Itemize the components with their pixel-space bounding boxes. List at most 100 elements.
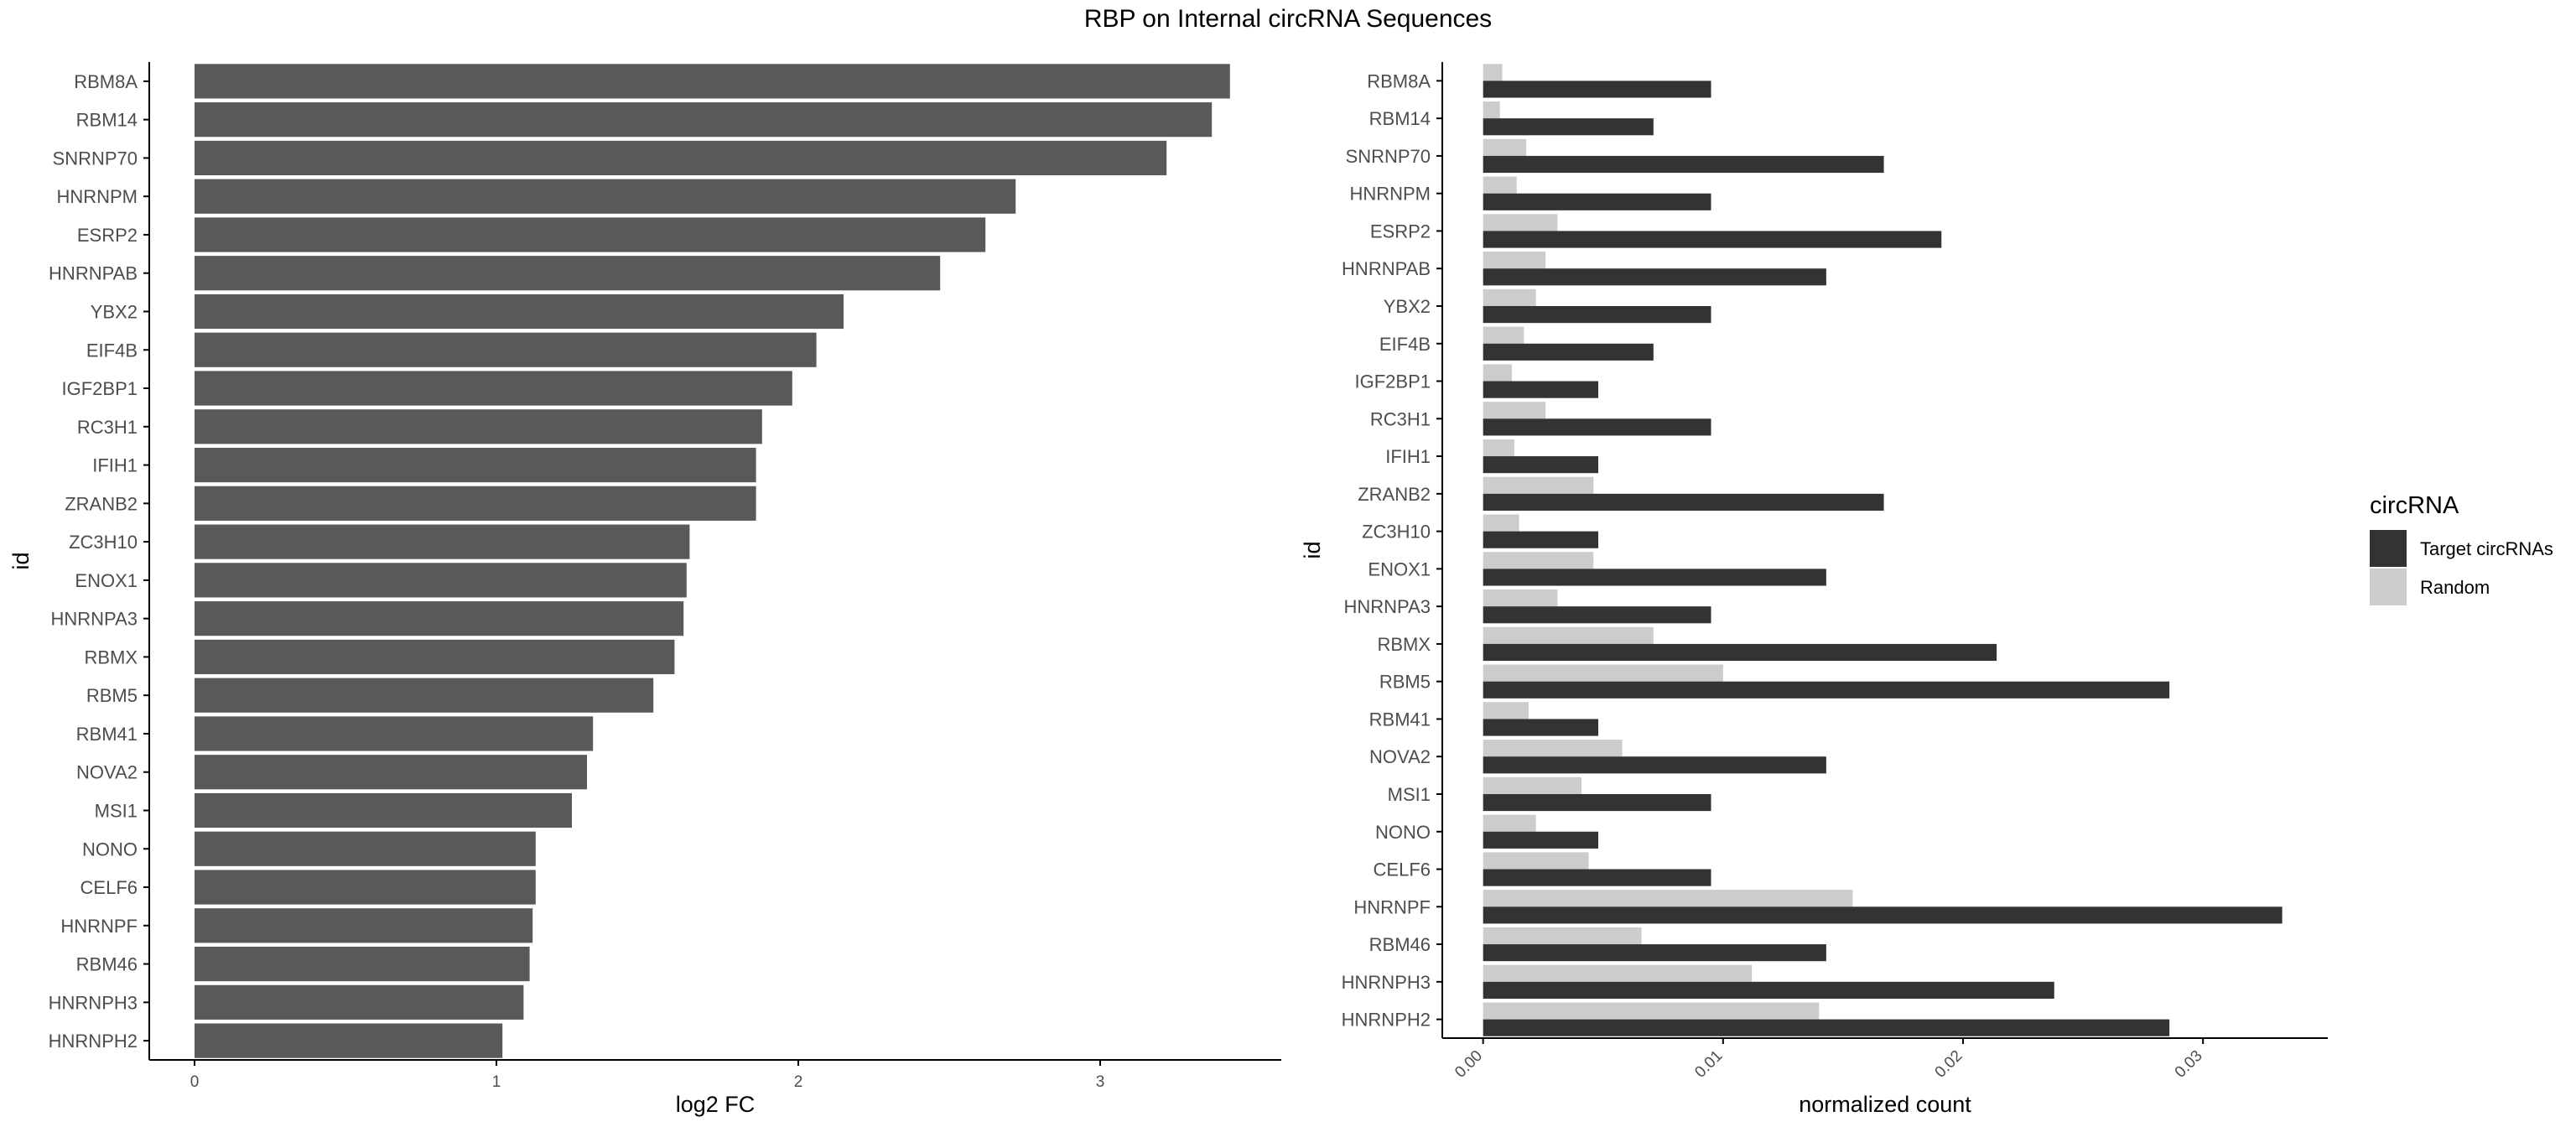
- y-tick-label: ENOX1: [1368, 558, 1431, 579]
- bar-random-esrp2: [1483, 214, 1558, 231]
- bar-rc3h1: [195, 409, 762, 444]
- y-tick-label: HNRNPF: [1353, 896, 1431, 917]
- legend-label-target: Target circRNAs: [2420, 538, 2553, 559]
- bar-random-hnrnpa3: [1483, 589, 1558, 607]
- bar-random-hnrnph2: [1483, 1002, 1820, 1020]
- left-y-axis-title: id: [8, 552, 34, 569]
- bar-ifih1: [195, 447, 756, 483]
- bar-random-eif4b: [1483, 326, 1524, 344]
- y-tick-label: MSI1: [1388, 784, 1431, 805]
- bar-random-zc3h10: [1483, 514, 1519, 532]
- right-y-tick-labels: RBM8A RBM14 SNRNP70 HNRNPM ESRP2 HNRNPAB YBX2 E…: [1342, 70, 1442, 1031]
- bar-igf2bp1: [195, 371, 792, 406]
- bar-hnrnpm: [195, 179, 1016, 214]
- y-tick-label: RBM14: [76, 110, 138, 131]
- y-tick-label: RBMX: [1377, 634, 1431, 655]
- bar-random-rbm46: [1483, 927, 1642, 945]
- y-tick-label: RBM46: [1369, 934, 1431, 955]
- bar-random-hnrnph3: [1483, 964, 1753, 982]
- x-tick-label: 1: [492, 1073, 501, 1091]
- y-tick-label: HNRNPA3: [1343, 596, 1431, 617]
- bar-random-rbmx: [1483, 626, 1654, 644]
- bar-rbmx: [195, 639, 675, 675]
- bar-target-esrp2: [1483, 231, 1942, 248]
- x-tick-label: 0.00: [1452, 1047, 1486, 1082]
- y-tick-label: HNRNPH2: [1342, 1010, 1431, 1031]
- bar-nono: [195, 831, 536, 866]
- chart-title: RBP on Internal circRNA Sequences: [1084, 5, 1492, 33]
- bar-nova2: [195, 755, 587, 790]
- y-tick-label: HNRNPH3: [49, 992, 138, 1013]
- log2fc-bars: [195, 64, 1230, 1058]
- bar-target-enox1: [1483, 569, 1826, 586]
- y-tick-label: ZRANB2: [65, 493, 138, 514]
- bar-rbm46: [195, 946, 530, 982]
- bar-eif4b: [195, 332, 817, 367]
- normalized-count-bar-chart: RBM8A RBM14 SNRNP70 HNRNPM ESRP2 HNRNPAB YBX2 E…: [1300, 62, 2328, 1117]
- y-tick-label: HNRNPM: [56, 186, 138, 207]
- right-x-ticks: 0.00 0.01 0.02 0.03: [1452, 1038, 2206, 1082]
- bar-rbm41: [195, 716, 594, 751]
- bar-target-rbm14: [1483, 118, 1654, 136]
- bar-target-zranb2: [1483, 493, 1884, 511]
- bar-target-snrnp70: [1483, 155, 1884, 174]
- y-tick-label: IFIH1: [92, 455, 138, 476]
- bar-random-enox1: [1483, 552, 1594, 569]
- x-tick-label: 0: [190, 1073, 200, 1091]
- bar-rbm14: [195, 102, 1213, 138]
- bar-random-nova2: [1483, 740, 1623, 757]
- y-tick-label: SNRNP70: [53, 148, 138, 169]
- bar-target-eif4b: [1483, 343, 1654, 361]
- bar-target-zc3h10: [1483, 531, 1599, 548]
- y-tick-label: HNRNPAB: [49, 263, 138, 284]
- bar-random-hnrnpm: [1483, 176, 1517, 194]
- legend-label-random: Random: [2420, 577, 2490, 598]
- bar-zc3h10: [195, 524, 690, 559]
- y-tick-label: SNRNP70: [1346, 146, 1431, 167]
- y-tick-label: RC3H1: [1370, 408, 1431, 429]
- y-tick-label: RBM46: [76, 954, 138, 975]
- y-tick-label: RBM5: [86, 685, 138, 706]
- y-tick-label: IGF2BP1: [62, 378, 138, 399]
- bar-random-hnrnpab: [1483, 252, 1546, 269]
- bar-hnrnpf: [195, 908, 533, 943]
- bar-target-celf6: [1483, 869, 1711, 886]
- y-tick-label: EIF4B: [86, 340, 138, 361]
- bar-random-igf2bp1: [1483, 364, 1512, 382]
- y-tick-label: HNRNPAB: [1342, 258, 1431, 279]
- y-tick-label: NOVA2: [1369, 746, 1431, 767]
- y-tick-label: RBM41: [76, 724, 138, 745]
- normalized-count-bars: [1483, 64, 2283, 1036]
- legend-title: circRNA: [2370, 492, 2459, 519]
- bar-random-msi1: [1483, 776, 1581, 794]
- bar-target-hnrnpa3: [1483, 606, 1711, 624]
- bar-zranb2: [195, 486, 756, 521]
- bar-random-ifih1: [1483, 439, 1514, 457]
- legend: circRNA Target circRNAs Random: [2370, 492, 2553, 605]
- bar-target-ifih1: [1483, 456, 1599, 474]
- y-tick-label: YBX2: [91, 302, 138, 323]
- bar-target-rbm8a: [1483, 80, 1711, 98]
- bar-enox1: [195, 563, 687, 598]
- bar-hnrnph2: [195, 1023, 503, 1058]
- y-tick-label: RBM41: [1369, 709, 1431, 730]
- left-x-axis-title: log2 FC: [676, 1092, 756, 1117]
- y-tick-label: RBM14: [1369, 108, 1431, 129]
- bar-celf6: [195, 870, 536, 905]
- y-tick-label: HNRNPM: [1349, 184, 1431, 205]
- y-tick-label: HNRNPA3: [50, 609, 138, 630]
- bar-target-hnrnph2: [1483, 1019, 2170, 1036]
- y-tick-label: ESRP2: [77, 225, 138, 246]
- y-tick-label: IGF2BP1: [1355, 371, 1431, 392]
- y-tick-label: NONO: [1375, 822, 1431, 843]
- y-tick-label: HNRNPF: [60, 916, 138, 937]
- y-tick-label: NOVA2: [76, 762, 138, 783]
- y-tick-label: CELF6: [80, 877, 138, 898]
- y-tick-label: HNRNPH3: [1342, 972, 1431, 993]
- x-tick-label: 2: [794, 1073, 803, 1091]
- y-tick-label: EIF4B: [1379, 334, 1431, 355]
- y-tick-label: RBMX: [84, 647, 138, 667]
- x-tick-label: 0.03: [2172, 1047, 2206, 1082]
- bar-random-rbm5: [1483, 664, 1723, 682]
